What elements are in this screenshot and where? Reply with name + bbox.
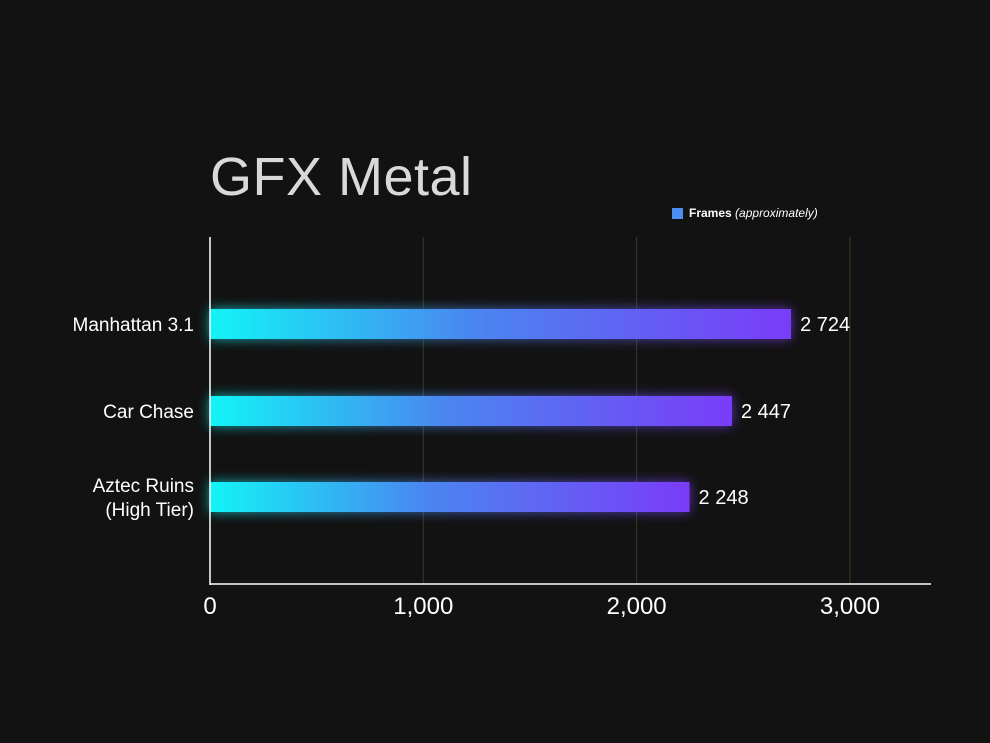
bar [210,309,792,339]
category-label: (High Tier) [105,500,194,521]
chart-title: GFX Metal [210,147,473,207]
legend-series-suffix: (approximately) [735,206,818,220]
legend-label: Frames (approximately) [689,206,818,220]
bar [210,396,732,426]
bar-value-label: 2 248 [699,487,749,509]
x-tick-label: 2,000 [607,593,667,620]
x-tick-label: 1,000 [393,593,453,620]
category-label: Manhattan 3.1 [73,315,194,336]
bar-layer [210,309,792,512]
category-label: Car Chase [103,402,194,423]
legend: Frames (approximately) [672,206,818,220]
x-tick-label: 3,000 [820,593,880,620]
label-layer: 2 724 2 447 2 248 Manhattan 3.1 Car Chase Azt… [73,314,851,521]
bar-value-label: 2 724 [800,314,850,336]
legend-swatch [672,207,683,219]
bar [210,482,690,512]
legend-series-name: Frames [689,206,732,220]
x-tick-label: 0 [203,593,216,620]
bar-value-label: 2 447 [741,401,791,423]
axis-layer: 0 1,000 2,000 3,000 [203,237,931,620]
category-label: Aztec Ruins [93,476,194,497]
